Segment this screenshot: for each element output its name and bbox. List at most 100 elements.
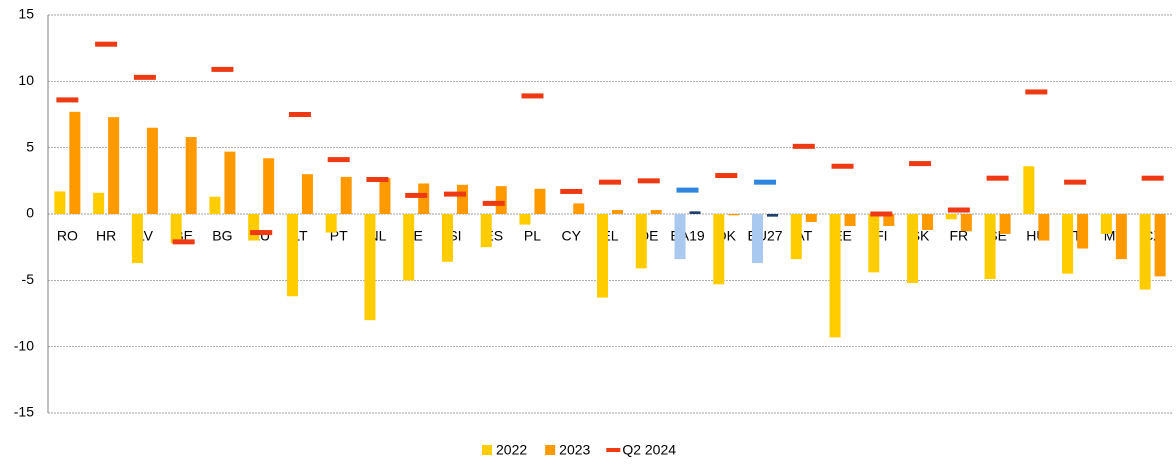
x-tick-label: CY xyxy=(562,228,582,244)
bar xyxy=(170,214,182,244)
x-tick-label: HR xyxy=(96,228,116,244)
y-tick-label: -5 xyxy=(22,271,35,287)
bar xyxy=(534,188,546,214)
y-tick-label: 0 xyxy=(26,205,34,221)
marker xyxy=(172,239,195,245)
legend-swatch xyxy=(482,445,492,455)
bar xyxy=(945,214,957,220)
bar xyxy=(441,214,453,262)
bar xyxy=(1139,214,1151,290)
bar xyxy=(1062,214,1074,274)
marker xyxy=(366,177,389,183)
y-tick-label: 5 xyxy=(26,138,34,154)
bar xyxy=(597,214,608,298)
bar xyxy=(456,184,468,214)
marker xyxy=(676,187,699,193)
y-tick-label: -15 xyxy=(14,404,34,420)
bar xyxy=(480,214,492,248)
marker xyxy=(909,161,932,167)
marker xyxy=(947,207,970,213)
marker xyxy=(870,211,893,217)
bar xyxy=(1038,214,1050,241)
bar xyxy=(907,214,919,283)
marker xyxy=(599,179,621,185)
bar xyxy=(301,174,313,214)
marker xyxy=(405,192,428,198)
bar xyxy=(224,151,236,214)
marker xyxy=(715,173,738,179)
legend-label: Q2 2024 xyxy=(622,442,676,458)
marker xyxy=(637,178,660,184)
bar xyxy=(209,196,221,214)
bar xyxy=(790,214,802,260)
legend-label: 2023 xyxy=(559,442,590,458)
bar xyxy=(69,111,81,214)
marker xyxy=(288,112,311,117)
marker xyxy=(560,188,583,194)
marker xyxy=(754,179,777,185)
bar xyxy=(844,214,856,226)
legend-swatch xyxy=(606,448,621,452)
bar xyxy=(960,214,972,232)
bar xyxy=(805,214,817,222)
bar xyxy=(325,214,337,233)
bar xyxy=(1023,166,1035,214)
bar xyxy=(650,210,662,214)
bar xyxy=(573,203,585,214)
bar xyxy=(185,137,197,214)
x-tick-label: RO xyxy=(57,228,78,244)
marker xyxy=(133,74,156,80)
marker xyxy=(56,97,79,103)
bar xyxy=(922,214,934,230)
bar xyxy=(883,214,895,226)
marker xyxy=(521,93,544,99)
bar xyxy=(131,214,143,264)
bar xyxy=(829,214,841,338)
bar xyxy=(612,210,623,214)
legend-label: 2022 xyxy=(496,442,527,458)
marker xyxy=(1025,89,1048,95)
marker xyxy=(986,175,1009,181)
bar xyxy=(999,214,1011,234)
marker xyxy=(792,143,815,149)
bar xyxy=(984,214,996,280)
bar xyxy=(752,214,764,264)
bar xyxy=(286,214,298,297)
bar xyxy=(1100,214,1112,234)
marker xyxy=(443,191,466,197)
marker xyxy=(211,66,234,72)
x-tick-label: FR xyxy=(949,228,968,244)
y-tick-label: -10 xyxy=(14,337,34,353)
bar xyxy=(868,214,880,273)
bar xyxy=(379,178,391,214)
bar xyxy=(713,214,725,285)
bar xyxy=(635,214,647,269)
bar xyxy=(418,183,430,214)
marker xyxy=(327,157,350,163)
bar xyxy=(519,214,531,225)
bar xyxy=(767,214,779,217)
marker xyxy=(831,163,854,169)
y-tick-label: 10 xyxy=(18,72,34,88)
bar xyxy=(1077,214,1089,249)
bar xyxy=(146,127,158,214)
x-tick-label: BG xyxy=(212,228,232,244)
marker xyxy=(482,200,505,206)
bar xyxy=(340,176,352,214)
bar xyxy=(674,214,686,260)
bar xyxy=(248,214,260,241)
bar xyxy=(403,214,415,281)
marker xyxy=(1064,179,1087,185)
bar xyxy=(728,214,740,216)
bar xyxy=(54,191,66,214)
marker xyxy=(95,41,118,47)
marker xyxy=(250,230,273,236)
bar xyxy=(93,192,105,214)
legend-swatch xyxy=(545,445,556,455)
bar xyxy=(689,211,701,214)
bar xyxy=(1115,214,1127,260)
y-tick-label: 15 xyxy=(18,6,34,22)
bar xyxy=(108,117,120,214)
bar xyxy=(495,186,507,214)
